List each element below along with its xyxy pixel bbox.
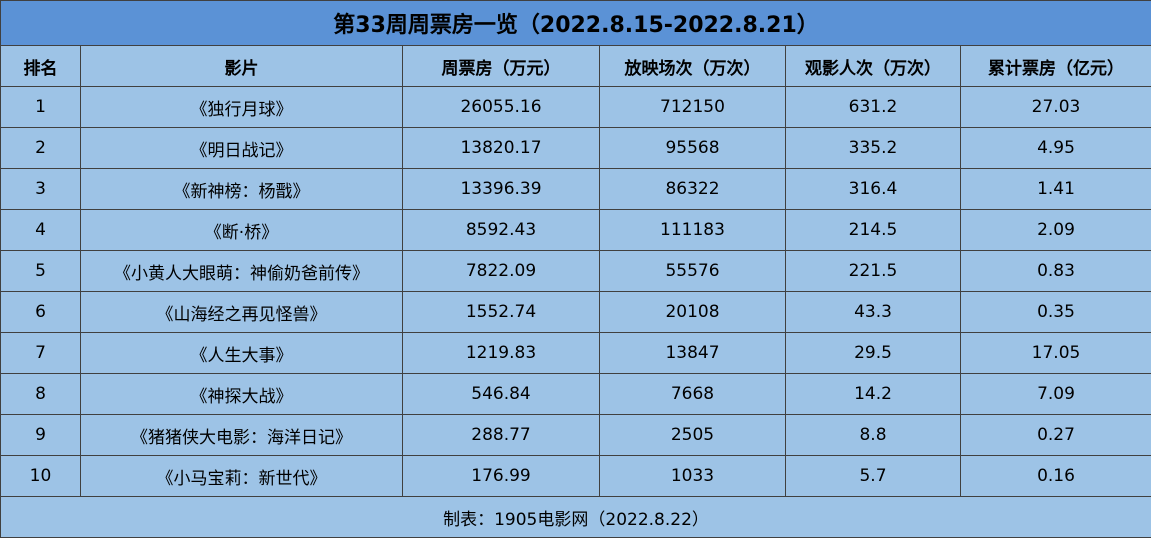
cell-admissions: 14.2 [785, 373, 961, 415]
cell-admissions: 8.8 [785, 414, 961, 456]
cell-screenings: 712150 [599, 86, 786, 128]
cell-rank: 3 [0, 168, 81, 210]
cell-screenings: 86322 [599, 168, 786, 210]
cell-cumulative-gross: 27.03 [959, 86, 1151, 128]
cell-film: 《独行月球》 [80, 86, 403, 128]
cell-rank: 2 [0, 127, 81, 169]
cell-screenings: 55576 [599, 250, 786, 292]
table-row: 2 《明日战记》 13820.17 95568 335.2 4.95 [0, 127, 1151, 169]
cell-film: 《明日战记》 [80, 127, 403, 169]
cell-cumulative-gross: 0.16 [959, 455, 1151, 497]
cell-rank: 10 [0, 455, 81, 497]
cell-weekly-gross: 1552.74 [402, 291, 600, 333]
cell-film: 《神探大战》 [80, 373, 403, 415]
table-row: 3 《新神榜：杨戬》 13396.39 86322 316.4 1.41 [0, 168, 1151, 210]
cell-admissions: 5.7 [785, 455, 961, 497]
header-cumulative-gross: 累计票房（亿元） [959, 45, 1151, 87]
header-admissions: 观影人次（万次） [785, 45, 961, 87]
table-title: 第33周周票房一览（2022.8.15-2022.8.21） [0, 0, 1151, 46]
cell-weekly-gross: 288.77 [402, 414, 600, 456]
cell-film: 《断·桥》 [80, 209, 403, 251]
table-row: 4 《断·桥》 8592.43 111183 214.5 2.09 [0, 209, 1151, 251]
cell-screenings: 13847 [599, 332, 786, 374]
cell-rank: 9 [0, 414, 81, 456]
cell-screenings: 20108 [599, 291, 786, 333]
table-header-row: 排名 影片 周票房（万元） 放映场次（万次） 观影人次（万次） 累计票房（亿元） [0, 45, 1151, 87]
cell-film: 《山海经之再见怪兽》 [80, 291, 403, 333]
table-footer: 制表：1905电影网（2022.8.22） [0, 496, 1151, 538]
table-row: 6 《山海经之再见怪兽》 1552.74 20108 43.3 0.35 [0, 291, 1151, 333]
cell-weekly-gross: 13396.39 [402, 168, 600, 210]
cell-rank: 4 [0, 209, 81, 251]
cell-weekly-gross: 26055.16 [402, 86, 600, 128]
cell-film: 《新神榜：杨戬》 [80, 168, 403, 210]
table-row: 8 《神探大战》 546.84 7668 14.2 7.09 [0, 373, 1151, 415]
table-row: 9 《猪猪侠大电影：海洋日记》 288.77 2505 8.8 0.27 [0, 414, 1151, 456]
table-row: 1 《独行月球》 26055.16 712150 631.2 27.03 [0, 86, 1151, 128]
cell-weekly-gross: 176.99 [402, 455, 600, 497]
cell-rank: 5 [0, 250, 81, 292]
cell-cumulative-gross: 1.41 [959, 168, 1151, 210]
cell-rank: 6 [0, 291, 81, 333]
cell-admissions: 631.2 [785, 86, 961, 128]
cell-weekly-gross: 8592.43 [402, 209, 600, 251]
cell-rank: 7 [0, 332, 81, 374]
cell-rank: 1 [0, 86, 81, 128]
cell-screenings: 1033 [599, 455, 786, 497]
header-rank: 排名 [0, 45, 81, 87]
cell-cumulative-gross: 2.09 [959, 209, 1151, 251]
table-row: 7 《人生大事》 1219.83 13847 29.5 17.05 [0, 332, 1151, 374]
cell-screenings: 95568 [599, 127, 786, 169]
cell-admissions: 214.5 [785, 209, 961, 251]
cell-admissions: 29.5 [785, 332, 961, 374]
header-screenings: 放映场次（万次） [599, 45, 786, 87]
cell-screenings: 7668 [599, 373, 786, 415]
cell-weekly-gross: 546.84 [402, 373, 600, 415]
cell-film: 《猪猪侠大电影：海洋日记》 [80, 414, 403, 456]
cell-admissions: 335.2 [785, 127, 961, 169]
cell-weekly-gross: 1219.83 [402, 332, 600, 374]
cell-cumulative-gross: 0.83 [959, 250, 1151, 292]
table-body: 1 《独行月球》 26055.16 712150 631.2 27.03 2 《明日战记》 13… [0, 86, 1151, 497]
cell-weekly-gross: 7822.09 [402, 250, 600, 292]
cell-cumulative-gross: 0.27 [959, 414, 1151, 456]
cell-cumulative-gross: 0.35 [959, 291, 1151, 333]
table-title-row: 第33周周票房一览（2022.8.15-2022.8.21） [0, 0, 1151, 46]
cell-film: 《人生大事》 [80, 332, 403, 374]
cell-cumulative-gross: 4.95 [959, 127, 1151, 169]
cell-admissions: 221.5 [785, 250, 961, 292]
header-film: 影片 [80, 45, 403, 87]
cell-screenings: 111183 [599, 209, 786, 251]
cell-admissions: 316.4 [785, 168, 961, 210]
cell-weekly-gross: 13820.17 [402, 127, 600, 169]
cell-admissions: 43.3 [785, 291, 961, 333]
table-footer-row: 制表：1905电影网（2022.8.22） [0, 496, 1151, 538]
cell-screenings: 2505 [599, 414, 786, 456]
cell-rank: 8 [0, 373, 81, 415]
cell-cumulative-gross: 7.09 [959, 373, 1151, 415]
table-row: 10 《小马宝莉：新世代》 176.99 1033 5.7 0.16 [0, 455, 1151, 497]
cell-film: 《小黄人大眼萌：神偷奶爸前传》 [80, 250, 403, 292]
table-row: 5 《小黄人大眼萌：神偷奶爸前传》 7822.09 55576 221.5 0.83 [0, 250, 1151, 292]
header-weekly-gross: 周票房（万元） [402, 45, 600, 87]
cell-film: 《小马宝莉：新世代》 [80, 455, 403, 497]
cell-cumulative-gross: 17.05 [959, 332, 1151, 374]
